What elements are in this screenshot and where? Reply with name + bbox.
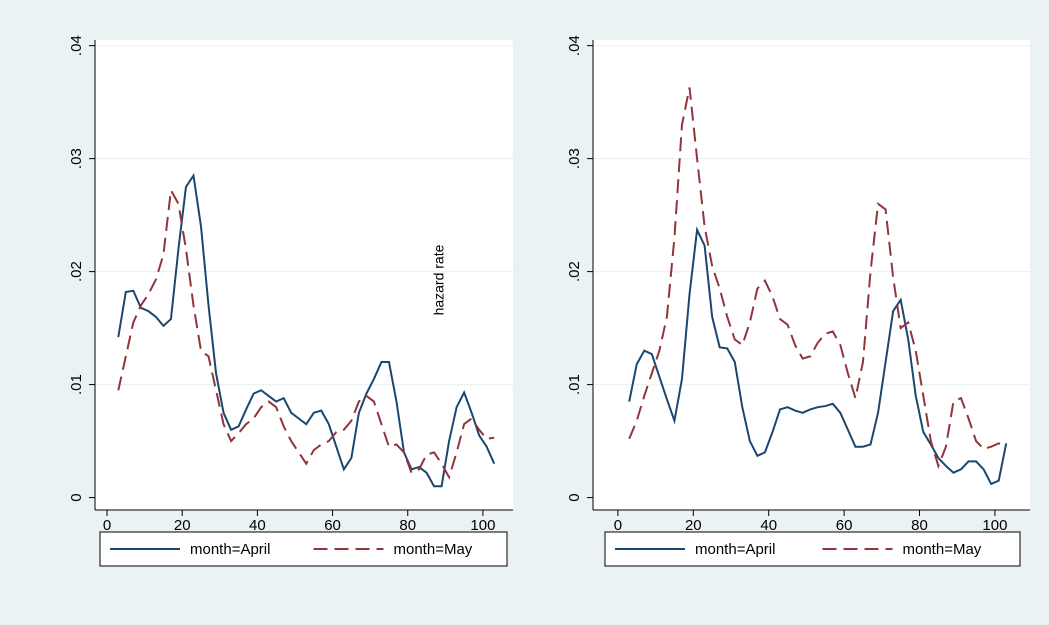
y-tick-label: .03 — [566, 148, 583, 169]
x-tick-label: 100 — [982, 517, 1007, 534]
y-tick-label: .04 — [68, 35, 85, 56]
x-tick-label: 20 — [174, 517, 191, 534]
x-tick-label: 100 — [470, 517, 495, 534]
legend-label: month=May — [394, 541, 473, 558]
y-tick-label: .04 — [566, 35, 583, 56]
y-tick-label: .01 — [68, 374, 85, 395]
x-tick-label: 80 — [911, 517, 928, 534]
x-tick-label: 0 — [103, 517, 111, 534]
y-tick-label: 0 — [68, 493, 85, 501]
legend-label: month=April — [190, 541, 270, 558]
x-tick-label: 0 — [614, 517, 622, 534]
legend-label: month=May — [903, 541, 982, 558]
x-tick-label: 80 — [399, 517, 416, 534]
y-tick-label: .03 — [68, 148, 85, 169]
x-tick-label: 60 — [324, 517, 341, 534]
line-series — [628, 87, 1007, 469]
x-tick-label: 40 — [760, 517, 777, 534]
legend-label: month=April — [695, 541, 775, 558]
y-axis-title: hazard rate — [431, 244, 447, 315]
y-tick-label: .01 — [566, 374, 583, 395]
y-tick-label: .02 — [68, 261, 85, 282]
y-tick-label: 0 — [566, 493, 583, 501]
y-tick-label: .02 — [566, 261, 583, 282]
x-tick-label: 20 — [685, 517, 702, 534]
line-series — [117, 187, 495, 480]
plot-area — [95, 40, 513, 510]
plot-area — [593, 40, 1030, 510]
x-tick-label: 60 — [836, 517, 853, 534]
x-tick-label: 40 — [249, 517, 266, 534]
line-series — [117, 172, 496, 488]
line-series — [628, 226, 1008, 486]
